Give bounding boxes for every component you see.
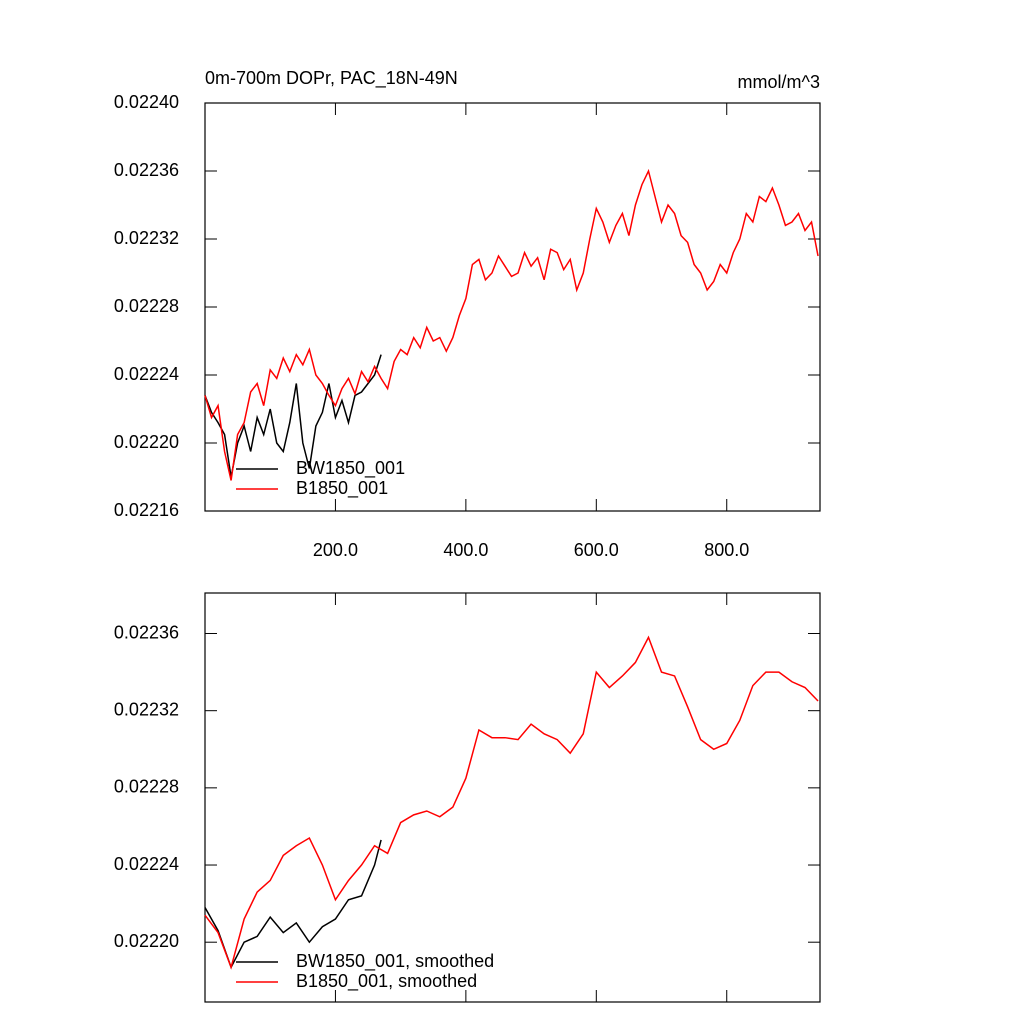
y-tick-label: 0.02224: [114, 854, 179, 874]
units-label: mmol/m^3: [738, 72, 820, 92]
y-tick-label: 0.02220: [114, 931, 179, 951]
legend-label: BW1850_001, smoothed: [296, 951, 494, 972]
data-line: [204, 635, 819, 970]
y-tick-label: 0.02232: [114, 699, 179, 719]
x-tick-label: 600.0: [574, 540, 619, 560]
chart-title: 0m-700m DOPr, PAC_18N-49N: [205, 68, 458, 89]
x-tick-label: 400.0: [443, 540, 488, 560]
legend-label: B1850_001: [296, 478, 388, 499]
data-line: [204, 168, 819, 481]
y-tick-label: 0.02224: [114, 364, 179, 384]
plot-frame: [204, 592, 821, 1003]
data-line: [204, 839, 382, 970]
legend-label: B1850_001, smoothed: [296, 971, 477, 992]
x-tick-label: 200.0: [313, 540, 358, 560]
y-tick-label: 0.02228: [114, 296, 179, 316]
y-tick-label: 0.02236: [114, 622, 179, 642]
plot-frame: [204, 102, 821, 512]
y-tick-label: 0.02240: [114, 92, 179, 112]
y-tick-label: 0.02216: [114, 500, 179, 520]
y-tick-label: 0.02220: [114, 432, 179, 452]
y-tick-label: 0.02228: [114, 777, 179, 797]
x-tick-label: 800.0: [704, 540, 749, 560]
y-tick-label: 0.02236: [114, 160, 179, 180]
legend-label: BW1850_001: [296, 458, 405, 479]
y-tick-label: 0.02232: [114, 228, 179, 248]
